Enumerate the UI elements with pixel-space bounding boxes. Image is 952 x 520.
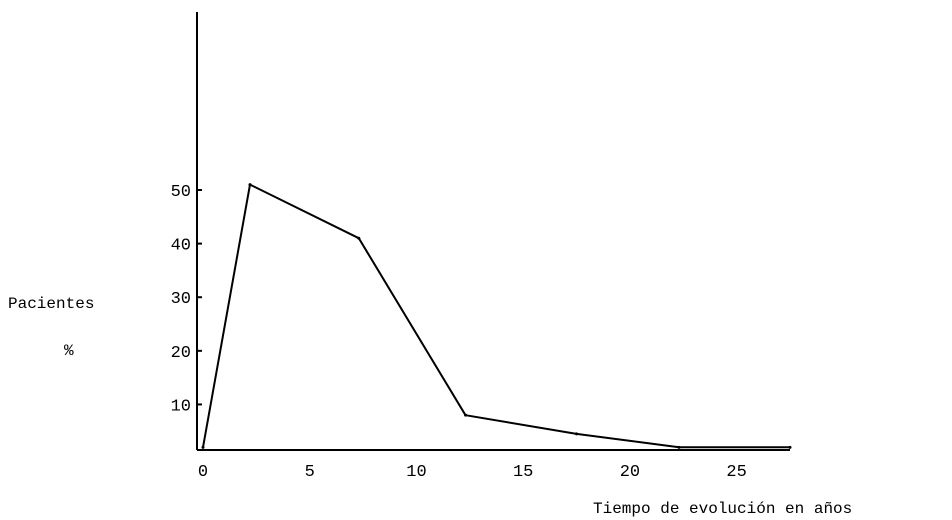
x-tick-label: 5 [305, 463, 315, 482]
data-point [788, 445, 792, 449]
data-points [201, 183, 792, 449]
y-axis-label: Pacientes [8, 295, 94, 313]
x-tick-label: 0 [198, 463, 208, 482]
x-tick-label: 10 [406, 463, 426, 482]
y-tick-label: 20 [171, 344, 191, 363]
y-tick-label: 30 [171, 290, 191, 309]
data-point [201, 445, 205, 449]
data-point [677, 445, 681, 449]
y-tick-label: 40 [171, 237, 191, 256]
y-axis-unit: % [64, 342, 74, 360]
y-tick-label: 50 [171, 183, 191, 202]
x-tick-label: 15 [513, 463, 533, 482]
x-axis-ticks: 0 5 10 15 20 25 [198, 463, 747, 482]
x-tick-label: 20 [620, 463, 640, 482]
data-point [357, 236, 361, 240]
x-tick-label: 25 [726, 463, 746, 482]
data-point [464, 413, 468, 417]
series-line [202, 183, 790, 449]
data-point [575, 432, 579, 436]
x-axis-label: Tiempo de evolución en años [593, 500, 852, 518]
y-tick-label: 10 [171, 397, 191, 416]
y-axis-ticks: 10 20 30 40 50 [171, 183, 202, 416]
data-point [248, 183, 252, 187]
